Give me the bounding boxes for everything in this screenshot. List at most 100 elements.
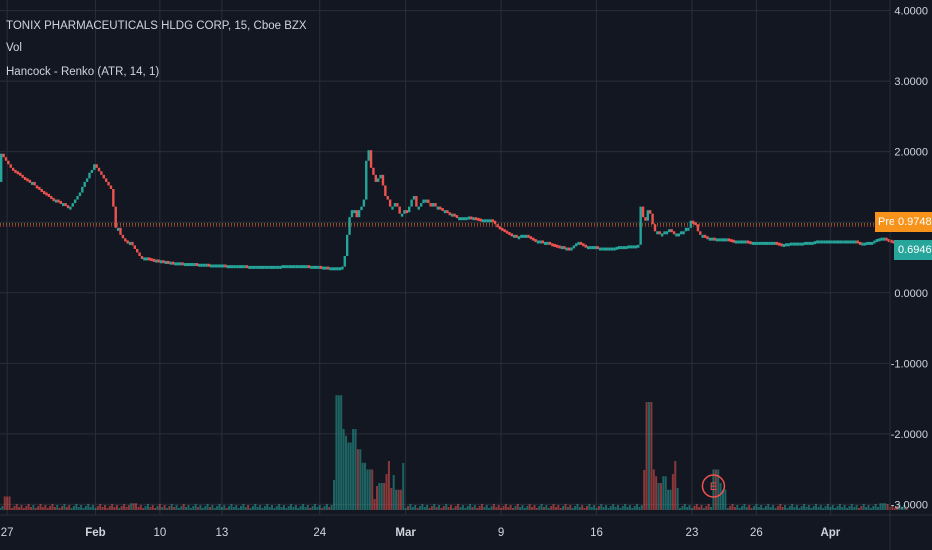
volume-bar [299, 506, 302, 510]
volume-bar [476, 508, 479, 510]
volume-bar [822, 508, 825, 510]
price-brick [83, 181, 86, 187]
price-brick [880, 237, 883, 241]
volume-bar [585, 506, 588, 510]
price-brick [334, 267, 337, 271]
volume-bar [416, 508, 419, 510]
volume-bar [512, 508, 515, 510]
price-brick [312, 265, 315, 269]
price-brick [40, 188, 43, 192]
volume-bar [402, 463, 405, 510]
price-brick [789, 242, 793, 246]
price-brick [78, 192, 82, 197]
volume-bar [557, 505, 560, 510]
volume-bar [805, 507, 808, 510]
volume-bar [204, 506, 207, 510]
x-tick-label: 24 [313, 527, 326, 539]
volume-bar [206, 504, 209, 510]
price-brick [381, 174, 385, 186]
price-brick [303, 265, 306, 269]
volume-bar [500, 508, 503, 510]
price-brick [832, 240, 836, 244]
price-brick [610, 247, 614, 251]
price-brick [823, 240, 826, 244]
volume-bar [791, 504, 794, 510]
volume-bar [96, 506, 99, 510]
price-brick [589, 246, 592, 250]
volume-bar [817, 507, 820, 510]
price-brick [183, 263, 187, 267]
price-brick [71, 203, 74, 207]
volume-bar [68, 505, 71, 510]
price-brick [858, 241, 862, 245]
price-brick [555, 244, 559, 248]
symbol-title[interactable]: TONIX PHARMACEUTICALS HLDG CORP, 15, Cbo… [6, 20, 307, 32]
volume-bar [702, 508, 705, 510]
price-brick [637, 244, 640, 248]
volume-bar [180, 506, 183, 510]
volume-bar [710, 507, 713, 510]
volume-bar [795, 505, 798, 510]
price-brick [190, 263, 194, 267]
volume-bar [53, 507, 56, 510]
volume-bar [421, 504, 424, 510]
volume-bar [898, 504, 901, 510]
price-brick [498, 226, 502, 230]
price-brick [64, 203, 67, 207]
volume-legend[interactable]: Vol [6, 42, 22, 54]
price-brick [730, 239, 733, 243]
indicator-legend[interactable]: Hancock - Renko (ATR, 14, 1) [6, 66, 160, 78]
volume-bar [502, 506, 505, 510]
price-brick [481, 219, 485, 223]
price-brick [272, 265, 275, 269]
price-brick [405, 210, 409, 214]
price-brick [672, 231, 676, 235]
volume-bar [364, 462, 367, 510]
volume-bar [762, 508, 765, 510]
price-brick [66, 205, 70, 209]
volume-bar [407, 506, 410, 510]
price-brick [584, 244, 587, 248]
volume-bar [650, 402, 653, 510]
volume-bar [786, 508, 789, 510]
price-brick [343, 256, 346, 267]
volume-bar [356, 449, 359, 510]
price-brick [680, 231, 683, 235]
volume-bar [383, 483, 386, 510]
price-brick [534, 239, 537, 243]
volume-bar [242, 504, 245, 510]
volume-bar [256, 507, 259, 510]
volume-bar [738, 508, 741, 510]
volume-bar [292, 507, 295, 510]
price-brick [579, 241, 583, 245]
volume-bar [664, 476, 667, 510]
volume-bar [375, 486, 378, 510]
price-brick [448, 212, 451, 216]
price-brick [890, 239, 893, 243]
price-brick [88, 172, 91, 179]
volume-bar [185, 507, 188, 510]
volume-bar [721, 489, 724, 510]
volume-bar [760, 505, 763, 510]
volume-bar [497, 505, 500, 510]
price-brick [336, 267, 339, 271]
earnings-marker-circle [701, 474, 726, 498]
price-brick [314, 265, 318, 269]
volume-bar [302, 504, 305, 510]
volume-bar [552, 504, 555, 510]
price-brick [150, 258, 153, 262]
volume-bar [881, 503, 884, 510]
price-brick [570, 247, 573, 251]
volume-bar [435, 507, 438, 510]
price-brick [472, 217, 475, 221]
volume-bar [10, 508, 13, 510]
price-brick [341, 266, 344, 270]
volume-bar [418, 506, 421, 510]
earnings-marker-layer: E [701, 474, 726, 498]
volume-bar [275, 506, 278, 510]
price-brick [527, 234, 530, 238]
volume-bar [15, 504, 18, 510]
price-brick [801, 242, 805, 246]
x-axis-ticks: 27 Feb 10 13 24 Mar 9 16 23 26 Apr [1, 527, 841, 539]
